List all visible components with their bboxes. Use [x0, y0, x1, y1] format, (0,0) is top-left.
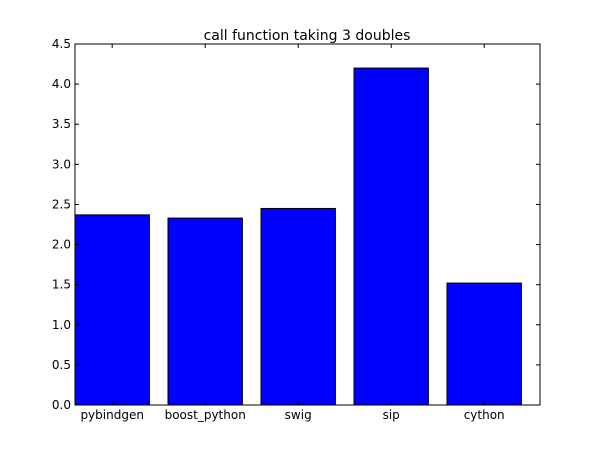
bars-layer	[74, 67, 522, 406]
y-tick-label: 1.0	[52, 318, 71, 332]
x-tick-label: sip	[383, 408, 400, 422]
y-tick-label: 4.0	[52, 77, 71, 91]
y-tick-label: 1.5	[52, 278, 71, 292]
bar-swig	[260, 207, 336, 406]
x-tick-label: cython	[464, 408, 505, 422]
x-tick-label: boost_python	[165, 408, 246, 422]
bar-cython	[446, 282, 522, 406]
y-tick-label: 0.0	[52, 398, 71, 412]
y-tick-label: 3.0	[52, 157, 71, 171]
bar-sip	[353, 67, 429, 406]
y-tick-label: 2.0	[52, 238, 71, 252]
bar-pybindgen	[74, 214, 150, 406]
y-tick-label: 2.5	[52, 197, 71, 211]
bar-boost_python	[167, 217, 243, 406]
x-tick-label: swig	[285, 408, 312, 422]
chart-title: call function taking 3 doubles	[204, 28, 411, 44]
y-tick-label: 0.5	[52, 358, 71, 372]
x-tick-label: pybindgen	[80, 408, 144, 422]
y-tick-label: 3.5	[52, 117, 71, 131]
y-tick-label: 4.5	[52, 37, 71, 51]
ticks-layer: pybindgen boost_python swig sip cython 0.0 0.5…	[52, 37, 540, 422]
plot-area-frame	[74, 43, 541, 406]
